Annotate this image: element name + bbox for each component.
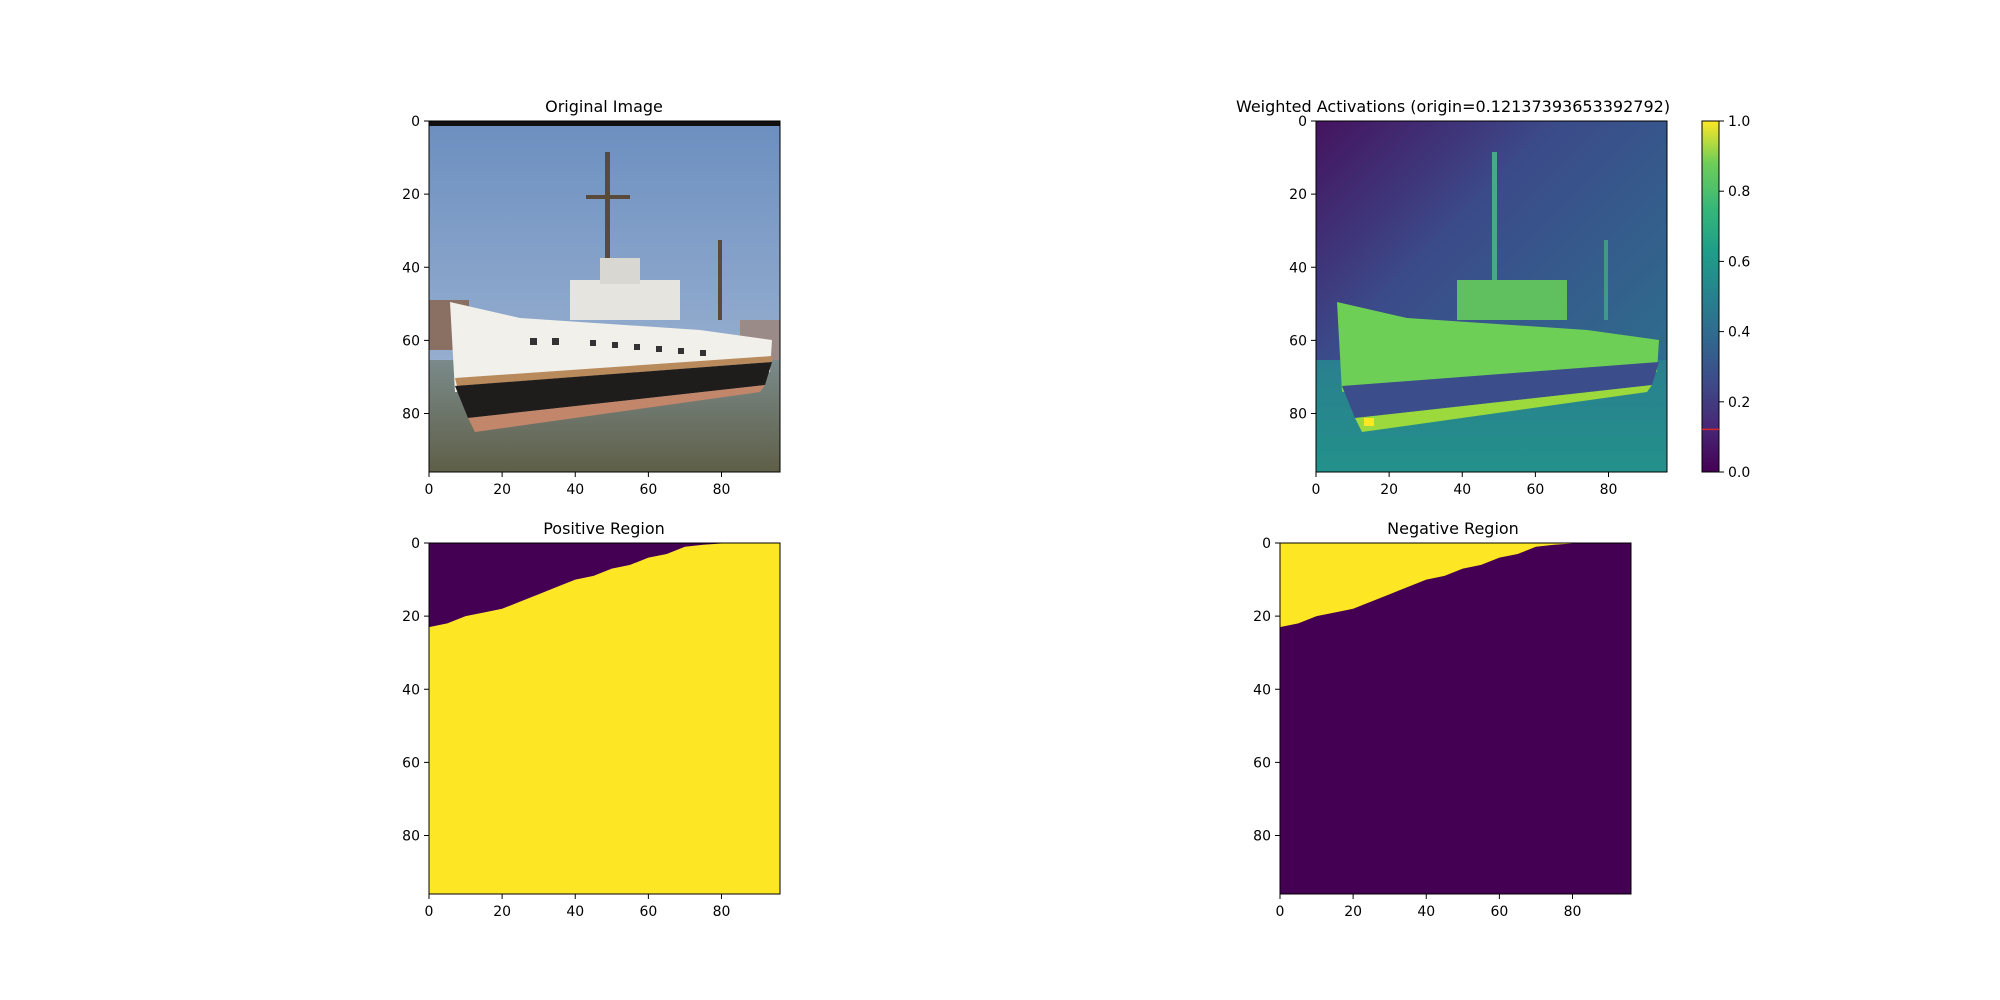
panel-title: Original Image <box>545 97 663 116</box>
x-tick-label: 40 <box>566 482 584 498</box>
y-tick-label: 40 <box>402 682 420 698</box>
x-tick-label: 60 <box>1526 482 1544 498</box>
plot-frame <box>428 120 781 473</box>
colorbar: 0.0 0.2 0.4 0.6 0.8 1.0 <box>1701 114 1750 481</box>
panel-negative-region: Negative Region 0 20 40 60 80 0 20 40 60 80 <box>1253 519 1632 920</box>
x-tick-label: 80 <box>713 904 731 920</box>
colorbar-tick-label: 1.0 <box>1728 114 1750 130</box>
axis-ticks: 0 20 40 60 80 0 20 40 60 80 <box>1289 114 1617 498</box>
colorbar-tick-label: 0.6 <box>1728 254 1750 270</box>
x-tick-label: 0 <box>1312 482 1321 498</box>
panel-title: Weighted Activations (origin=0.121373936… <box>1236 97 1670 116</box>
mask-purple-area <box>429 543 780 628</box>
x-tick-label: 40 <box>1417 904 1435 920</box>
panel-original-image: Original Image <box>402 97 781 498</box>
colorbar-ticks: 0.0 0.2 0.4 0.6 0.8 1.0 <box>1719 114 1750 481</box>
colorbar-tick-label: 0.2 <box>1728 395 1750 411</box>
x-tick-label: 80 <box>1600 482 1618 498</box>
panel-title: Positive Region <box>543 519 665 538</box>
y-tick-label: 20 <box>402 187 420 203</box>
y-tick-label: 60 <box>402 333 420 349</box>
y-tick-label: 60 <box>1253 755 1271 771</box>
x-tick-label: 0 <box>1276 904 1285 920</box>
x-tick-label: 20 <box>1380 482 1398 498</box>
x-tick-label: 40 <box>1453 482 1471 498</box>
x-tick-label: 0 <box>425 482 434 498</box>
panel-positive-region: Positive Region 0 20 40 60 80 0 20 40 60 80 <box>402 519 781 920</box>
colorbar-gradient <box>1701 120 1720 473</box>
x-tick-label: 60 <box>1490 904 1508 920</box>
mask-yellow-area <box>1280 543 1631 628</box>
y-tick-label: 20 <box>1289 187 1307 203</box>
x-tick-label: 40 <box>566 904 584 920</box>
x-tick-label: 20 <box>1344 904 1362 920</box>
y-tick-label: 40 <box>1289 260 1307 276</box>
y-tick-label: 20 <box>402 609 420 625</box>
x-tick-label: 60 <box>639 904 657 920</box>
panel-weighted-activations: Weighted Activations (origin=0.121373936… <box>1236 97 1750 498</box>
x-tick-label: 20 <box>493 904 511 920</box>
colorbar-tick-label: 0.8 <box>1728 184 1750 200</box>
y-tick-label: 0 <box>411 114 420 130</box>
x-tick-label: 60 <box>639 482 657 498</box>
plot-frame <box>1315 120 1668 473</box>
y-tick-label: 80 <box>1253 829 1271 845</box>
panel-title: Negative Region <box>1387 519 1519 538</box>
x-tick-label: 80 <box>713 482 731 498</box>
y-tick-label: 80 <box>1289 407 1307 423</box>
colorbar-tick-label: 0.4 <box>1728 325 1750 341</box>
plot-frame <box>1279 542 1632 895</box>
y-tick-label: 0 <box>1298 114 1307 130</box>
axis-ticks: 0 20 40 60 80 0 20 40 60 80 <box>402 536 730 920</box>
activation-heatmap <box>1316 121 1667 472</box>
axis-ticks: 0 20 40 60 80 0 20 40 60 80 <box>402 114 730 498</box>
x-tick-label: 0 <box>425 904 434 920</box>
y-tick-label: 20 <box>1253 609 1271 625</box>
axis-ticks: 0 20 40 60 80 0 20 40 60 80 <box>1253 536 1581 920</box>
y-tick-label: 80 <box>402 407 420 423</box>
plot-frame <box>428 542 781 895</box>
y-tick-label: 60 <box>402 755 420 771</box>
colorbar-tick-label: 0.0 <box>1728 465 1750 481</box>
x-tick-label: 80 <box>1564 904 1582 920</box>
ship-photo <box>429 121 780 472</box>
y-tick-label: 0 <box>1262 536 1271 552</box>
x-tick-label: 20 <box>493 482 511 498</box>
y-tick-label: 40 <box>1253 682 1271 698</box>
y-tick-label: 80 <box>402 829 420 845</box>
y-tick-label: 60 <box>1289 333 1307 349</box>
y-tick-label: 40 <box>402 260 420 276</box>
y-tick-label: 0 <box>411 536 420 552</box>
